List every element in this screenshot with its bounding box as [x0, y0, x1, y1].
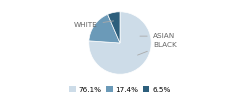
Wedge shape — [89, 14, 120, 43]
Text: ASIAN: ASIAN — [140, 33, 175, 39]
Text: BLACK: BLACK — [138, 42, 176, 55]
Wedge shape — [89, 12, 151, 74]
Legend: 76.1%, 17.4%, 6.5%: 76.1%, 17.4%, 6.5% — [66, 83, 174, 95]
Text: WHITE: WHITE — [74, 21, 114, 28]
Wedge shape — [108, 12, 120, 43]
